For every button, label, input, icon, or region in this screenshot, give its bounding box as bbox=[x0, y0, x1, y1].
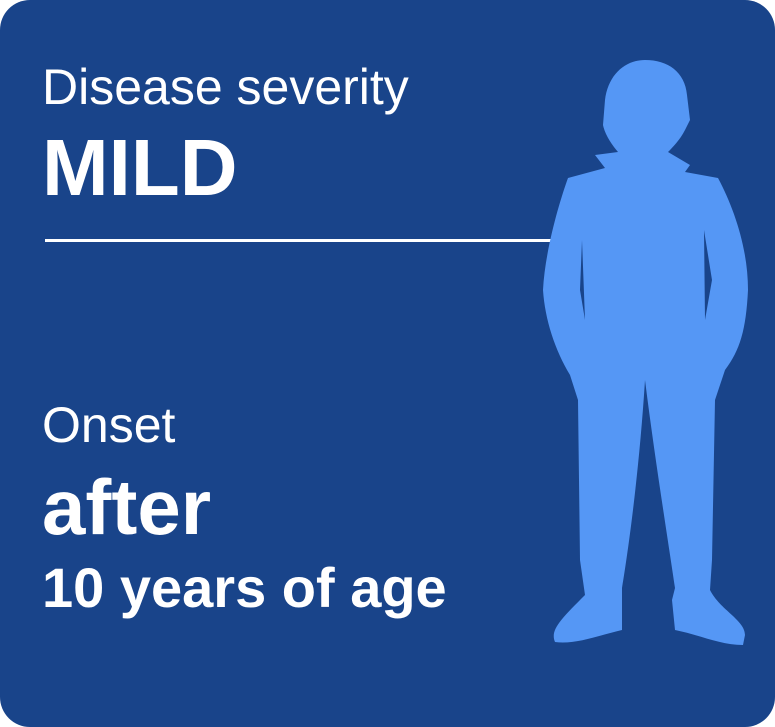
onset-detail: 10 years of age bbox=[42, 556, 447, 619]
onset-value: after bbox=[42, 463, 212, 551]
severity-value: MILD bbox=[42, 123, 238, 212]
divider bbox=[45, 239, 557, 242]
onset-label: Onset bbox=[42, 397, 176, 453]
severity-label: Disease severity bbox=[42, 59, 409, 115]
